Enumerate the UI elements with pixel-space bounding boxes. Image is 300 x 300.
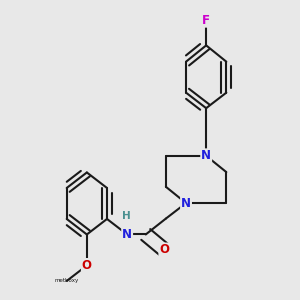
Text: O: O bbox=[82, 259, 92, 272]
Text: N: N bbox=[181, 196, 191, 210]
Text: methoxy: methoxy bbox=[55, 278, 79, 284]
Text: F: F bbox=[202, 14, 210, 27]
Text: H: H bbox=[122, 211, 131, 221]
Text: O: O bbox=[159, 244, 169, 256]
Text: N: N bbox=[122, 228, 132, 241]
Text: N: N bbox=[201, 149, 211, 162]
